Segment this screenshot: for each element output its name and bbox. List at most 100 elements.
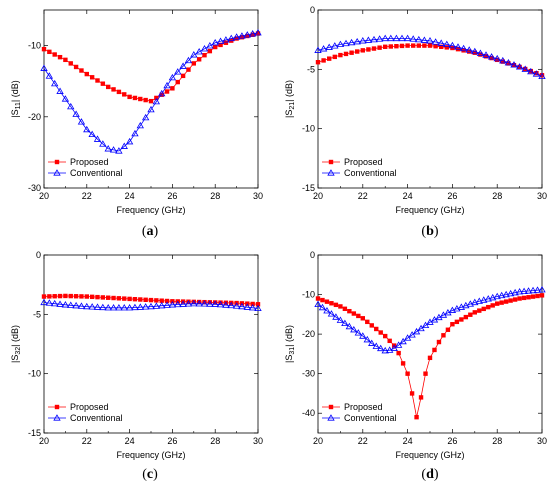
- data-point: [532, 70, 541, 77]
- data-point: [503, 299, 509, 304]
- data-point: [359, 332, 367, 339]
- data-point: [396, 350, 401, 356]
- data-point: [521, 65, 529, 72]
- x-tick-label: 24: [125, 436, 135, 446]
- chart-panel-d: 20 22 24 26 28 30 -40 -30 -20 -10 0 Frequency (GHz)…: [284, 250, 547, 482]
- data-point: [511, 288, 519, 296]
- data-point: [320, 297, 325, 303]
- data-point: [109, 146, 118, 153]
- legend-label: Proposed: [344, 402, 383, 412]
- data-point: [93, 303, 102, 310]
- data-point: [179, 62, 187, 69]
- data-point: [495, 57, 500, 63]
- legend-label: Conventional: [70, 168, 123, 178]
- data-point: [248, 30, 257, 37]
- data-point: [354, 329, 363, 336]
- data-point: [356, 313, 361, 319]
- data-point: [327, 414, 335, 421]
- data-point: [127, 94, 132, 100]
- data-point: [526, 295, 531, 300]
- data-point: [89, 75, 95, 80]
- data-point: [459, 317, 464, 322]
- data-point: [190, 51, 198, 58]
- data-point: [371, 46, 377, 51]
- data-point: [347, 38, 356, 46]
- data-point: [538, 286, 546, 293]
- data-point: [355, 49, 360, 54]
- data-point: [163, 81, 171, 89]
- data-point: [68, 293, 73, 299]
- data-point: [159, 298, 164, 303]
- data-point: [216, 300, 225, 308]
- data-point: [482, 51, 490, 58]
- data-point: [515, 63, 524, 70]
- data-point: [318, 303, 327, 311]
- data-point: [500, 59, 505, 64]
- data-point: [342, 306, 348, 311]
- legend-label: Proposed: [70, 157, 109, 167]
- data-point: [255, 302, 261, 307]
- data-point: [414, 414, 419, 420]
- x-tick-label: 24: [125, 191, 135, 201]
- data-point: [381, 346, 389, 354]
- data-point: [508, 298, 513, 303]
- data-point: [431, 38, 440, 45]
- data-point: [56, 87, 64, 94]
- x-tick-label: 28: [210, 436, 220, 446]
- data-point: [174, 68, 182, 75]
- data-point: [377, 45, 382, 50]
- data-point: [84, 294, 89, 299]
- data-point: [243, 303, 251, 310]
- data-point: [454, 319, 460, 325]
- data-point: [422, 43, 427, 48]
- x-tick-label: 20: [313, 436, 323, 446]
- data-point: [315, 60, 321, 65]
- data-point: [315, 296, 321, 301]
- data-point: [116, 89, 122, 95]
- data-point: [136, 303, 144, 310]
- data-point: [218, 42, 223, 48]
- data-point: [392, 34, 401, 42]
- data-point: [184, 56, 193, 64]
- plot-area: [317, 9, 543, 189]
- data-point: [486, 304, 491, 310]
- data-point: [497, 291, 506, 299]
- data-point: [95, 78, 100, 83]
- data-point: [403, 334, 412, 341]
- data-point: [457, 303, 466, 310]
- data-point: [493, 54, 501, 62]
- data-point: [211, 300, 219, 307]
- data-point: [115, 304, 123, 311]
- data-point: [100, 81, 106, 86]
- data-point: [52, 294, 57, 299]
- data-point: [332, 54, 337, 60]
- data-point: [243, 31, 251, 38]
- data-point: [143, 297, 148, 302]
- data-point: [489, 55, 494, 61]
- x-tick-label: 20: [39, 436, 49, 446]
- data-point: [72, 301, 80, 309]
- data-point: [328, 159, 334, 165]
- data-point: [45, 299, 54, 306]
- data-point: [528, 68, 533, 74]
- data-point: [327, 310, 336, 317]
- data-point: [349, 50, 354, 55]
- data-point: [515, 287, 524, 295]
- data-point: [227, 301, 235, 309]
- x-tick-label: 24: [403, 191, 413, 201]
- data-point: [132, 95, 138, 101]
- data-point: [100, 295, 106, 300]
- data-point: [159, 92, 164, 97]
- data-point: [502, 290, 510, 298]
- x-axis-label: Frequency (GHz): [395, 450, 464, 460]
- data-point: [99, 303, 107, 311]
- data-point: [345, 322, 354, 330]
- data-point: [99, 140, 107, 147]
- data-point: [441, 333, 446, 338]
- data-point: [336, 40, 345, 48]
- data-point: [347, 308, 352, 314]
- data-point: [439, 44, 444, 49]
- x-tick-label: 26: [167, 436, 177, 446]
